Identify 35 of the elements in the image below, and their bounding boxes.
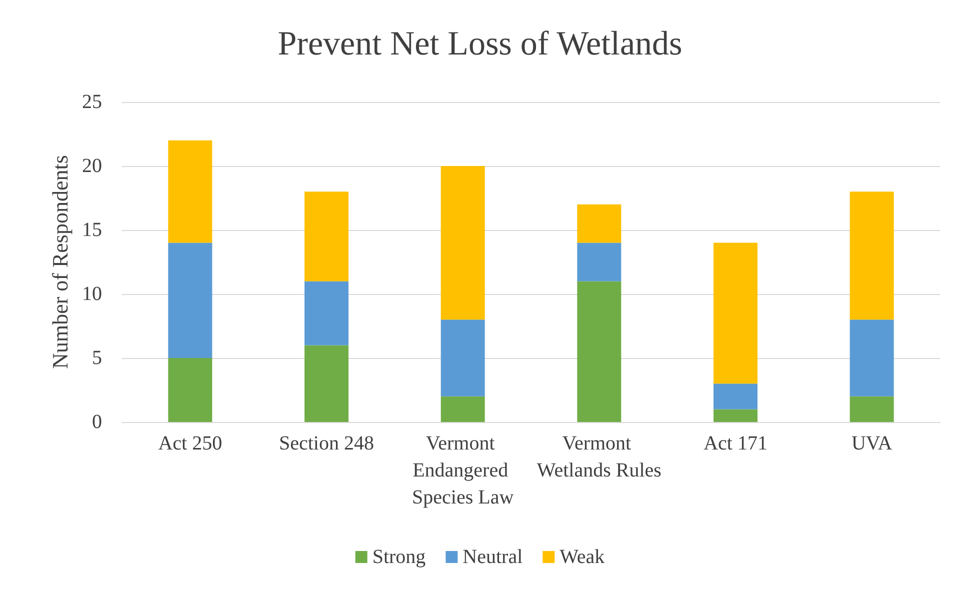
y-tick-label: 20 <box>82 155 102 177</box>
y-tick-label: 0 <box>92 411 102 433</box>
x-tick-label: Act 250 <box>158 432 222 454</box>
bar <box>850 192 894 320</box>
y-tick-label: 15 <box>82 219 102 241</box>
bar <box>304 281 348 346</box>
x-tick-label: Vermont Wetlands Rules <box>536 432 662 482</box>
x-tick-label: Vermont Endangered Species Law <box>412 432 514 508</box>
y-tick-label: 25 <box>82 91 102 113</box>
bar <box>714 242 758 384</box>
bar <box>168 358 212 422</box>
y-axis-title: Number of Respondents <box>48 155 73 369</box>
bar <box>440 320 485 396</box>
bar <box>440 166 485 320</box>
x-tick-label: Section 248 <box>279 432 374 454</box>
bar <box>577 281 622 422</box>
bar <box>304 345 348 422</box>
y-tick-label: 5 <box>92 347 102 369</box>
bar <box>304 192 348 282</box>
bar <box>714 384 758 410</box>
bar <box>440 396 485 422</box>
bar <box>168 140 212 243</box>
x-tick-label: Act 171 <box>704 432 768 454</box>
legend-label: Weak <box>560 546 605 568</box>
legend-label: Strong <box>372 546 426 568</box>
legend-label: Neutral <box>462 546 524 568</box>
bar <box>850 320 894 396</box>
bar <box>714 409 758 422</box>
chart-title: Prevent Net Loss of Wetlands <box>278 26 682 62</box>
bar <box>577 242 622 282</box>
x-tick-label: UVA <box>851 432 893 454</box>
bar <box>577 204 622 243</box>
y-tick-label: 10 <box>82 283 102 305</box>
bar <box>850 396 894 422</box>
bar <box>168 242 212 358</box>
